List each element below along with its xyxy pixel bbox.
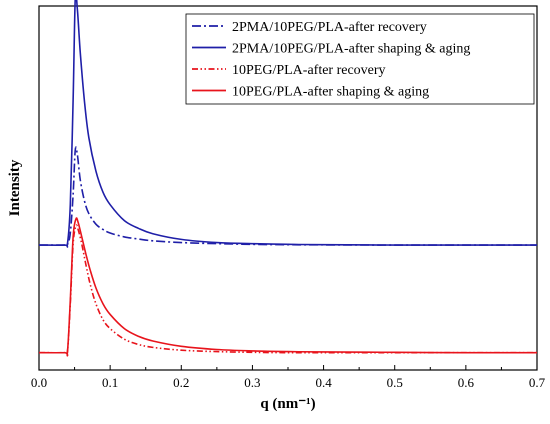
series-line-1 [38,0,537,248]
legend-item-2: 10PEG/PLA-after recovery [192,63,386,78]
legend-items: 2PMA/10PEG/PLA-after recovery 2PMA/10PEG/… [192,20,470,100]
y-axis-title: Intensity [7,159,23,216]
x-tick-label: 0.5 [387,375,403,390]
x-tick-label: 0.7 [529,375,546,390]
legend-item-0: 2PMA/10PEG/PLA-after recovery [192,20,427,35]
legend-label: 10PEG/PLA-after recovery [232,63,386,78]
legend-item-1: 2PMA/10PEG/PLA-after shaping & aging [192,42,470,57]
legend-label: 10PEG/PLA-after shaping & aging [232,85,429,100]
x-axis-title: q (nm⁻¹) [260,396,315,412]
x-axis-ticks: 0.0 0.1 0.2 0.3 0.4 0.5 0.6 0.7 [31,365,546,390]
legend-label: 2PMA/10PEG/PLA-after shaping & aging [232,42,470,57]
legend: 2PMA/10PEG/PLA-after recovery 2PMA/10PEG/… [185,13,535,105]
x-tick-label: 0.0 [31,375,47,390]
series-line-0 [38,146,537,247]
x-tick-label: 0.4 [315,375,332,390]
x-tick-label: 0.2 [173,375,189,390]
x-tick-label: 0.1 [102,375,118,390]
x-tick-label: 0.6 [458,375,475,390]
series-layer [38,0,538,357]
legend-label: 2PMA/10PEG/PLA-after recovery [232,20,427,35]
series-line-3 [38,217,538,357]
x-tick-label: 0.3 [244,375,260,390]
legend-item-3: 10PEG/PLA-after shaping & aging [192,85,429,100]
legend-box [185,13,535,105]
